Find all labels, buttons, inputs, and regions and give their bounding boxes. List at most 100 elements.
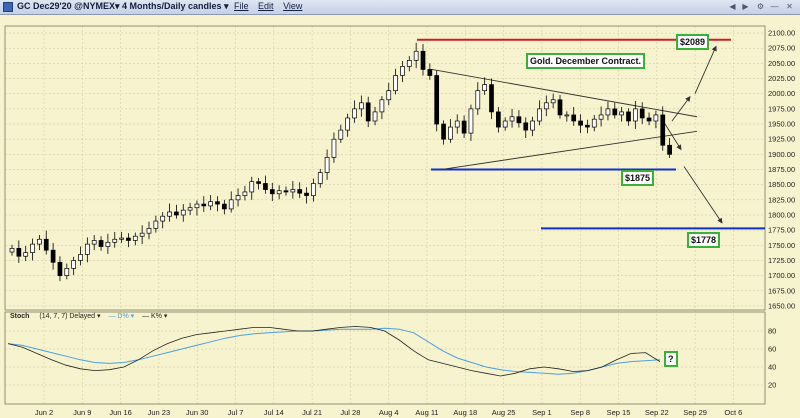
price-tick-label: 1925.00 [768, 135, 795, 144]
menu-view[interactable]: View [283, 1, 303, 11]
candle-body [84, 243, 90, 255]
date-tick-label: Jun 2 [35, 408, 53, 417]
menu-bar: File Edit View [234, 1, 309, 11]
candle-body [338, 129, 344, 140]
close-icon[interactable]: ✕ [786, 2, 793, 11]
candle-body [16, 248, 22, 257]
candle-body [475, 90, 481, 110]
candle-body [297, 189, 303, 194]
chart-title-dropdown[interactable]: GC Dec29'20 @NYMEX▾ 4 Months/Daily candl… [17, 1, 229, 11]
stoch-tick-label: 80 [768, 327, 776, 336]
candle-body [57, 261, 63, 276]
date-tick-label: Aug 18 [453, 408, 477, 417]
forward-arrow-icon[interactable]: ▶ [742, 2, 749, 11]
candle-body [406, 60, 412, 67]
gear-icon[interactable]: ⚙ [756, 2, 765, 11]
lower-trendline [440, 130, 698, 170]
candle-body [585, 124, 590, 128]
candle-body [50, 249, 56, 263]
candle-body [263, 183, 268, 190]
candle-body [571, 114, 577, 122]
candle-body [653, 114, 659, 122]
back-arrow-icon[interactable]: ◀ [729, 2, 736, 11]
candle-body [523, 122, 529, 131]
price-tick-label: 2100.00 [768, 29, 795, 38]
projection-arrow [671, 96, 691, 122]
candle-body [160, 215, 166, 222]
candle-body [530, 120, 535, 131]
date-tick-label: Jun 30 [186, 408, 209, 417]
candle-body [557, 99, 563, 116]
candle-body [632, 108, 638, 122]
candle-body [612, 108, 618, 116]
candle-body [331, 138, 337, 158]
date-tick-label: Aug 11 [415, 408, 438, 417]
candle-body [591, 118, 597, 128]
candle-body [290, 189, 296, 193]
candle-body [489, 84, 494, 113]
stoch-k-label[interactable]: — K% ▾ [142, 313, 168, 320]
candle-body [468, 108, 474, 134]
projection-arrow [694, 45, 717, 94]
stoch-d-line [7, 327, 661, 375]
candle-body [352, 108, 357, 119]
candle-body [461, 120, 467, 134]
candle-body [434, 75, 440, 125]
candle-body [105, 241, 111, 247]
candle-body [269, 189, 275, 195]
minimize-icon[interactable]: — [770, 2, 779, 11]
price-tick-label: 1975.00 [768, 104, 795, 113]
date-axis: Jun 2 Jun 9 Jun 16 Jun 23 Jun 30 Jul 7 Jul 14 J… [35, 408, 743, 417]
candle-body [23, 252, 29, 257]
callout-target: $1778 [687, 232, 721, 248]
candle-body [201, 203, 207, 207]
candle-body [71, 260, 77, 269]
date-tick-label: Aug 4 [379, 408, 399, 417]
candle-body [564, 114, 570, 117]
candle-body [64, 268, 70, 276]
candle-body [249, 181, 255, 193]
projection-arrow [661, 118, 682, 151]
window-titlebar: GC Dec29'20 @NYMEX▾ 4 Months/Daily candl… [0, 0, 800, 15]
candle-body [242, 191, 248, 196]
stoch-params[interactable]: (14, 7, 7) Delayed ▾ [39, 313, 101, 320]
candle-body [208, 201, 213, 207]
stoch-tick-label: 40 [768, 363, 776, 372]
price-tick-label: 1950.00 [768, 120, 795, 129]
price-chart[interactable]: 1650.00 1675.00 1700.00 1725.00 1750.00 1775.… [0, 15, 800, 418]
candle-body [311, 183, 316, 196]
candle-body [132, 235, 138, 241]
candle-body [304, 192, 309, 196]
callout-support: $1875 [621, 170, 655, 186]
stoch-legend[interactable]: Stoch (14, 7, 7) Delayed ▾ — D% ▾ — K% ▾ [10, 312, 167, 320]
candle-body [112, 238, 118, 243]
candle-body [386, 90, 392, 101]
candle-body [215, 201, 220, 205]
candle-body [256, 181, 261, 184]
callout-stoch-question: ? [664, 351, 678, 367]
candle-body [37, 238, 42, 245]
date-tick-label: Jun 23 [148, 408, 171, 417]
candle-body [43, 238, 49, 251]
candle-body [30, 243, 35, 253]
price-axis: 1650.00 1675.00 1700.00 1725.00 1750.00 1775.… [768, 29, 795, 311]
stoch-d-label[interactable]: — D% ▾ [108, 313, 135, 320]
candle-body [194, 203, 200, 209]
app-chart-icon [3, 2, 13, 12]
price-tick-label: 2000.00 [768, 89, 795, 98]
candle-body [9, 248, 15, 253]
price-panel-frame [4, 25, 766, 311]
menu-edit[interactable]: Edit [258, 1, 274, 11]
price-tick-label: 1725.00 [768, 256, 795, 265]
chart-grid [5, 26, 765, 404]
date-tick-label: Sep 22 [645, 408, 669, 417]
candle-body [454, 120, 460, 128]
candle-body [228, 199, 234, 210]
candle-body [496, 111, 501, 128]
menu-file[interactable]: File [234, 1, 249, 11]
date-tick-label: Jul 14 [264, 408, 284, 417]
candle-body [345, 117, 350, 131]
candle-body [174, 211, 179, 216]
date-tick-label: Sep 29 [683, 408, 707, 417]
candle-body [619, 111, 625, 116]
